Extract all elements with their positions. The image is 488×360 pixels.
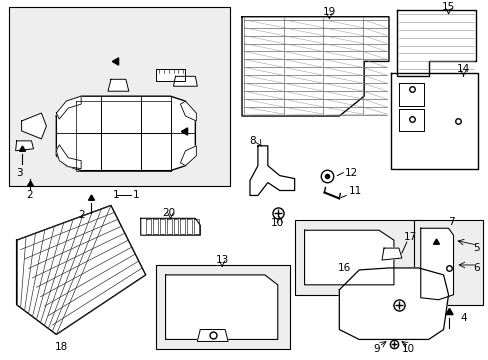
Text: 7: 7: [447, 217, 454, 227]
Polygon shape: [304, 230, 393, 285]
Polygon shape: [339, 268, 447, 339]
Polygon shape: [56, 145, 81, 168]
Text: 6: 6: [472, 263, 479, 273]
Text: 4: 4: [459, 312, 466, 323]
Polygon shape: [16, 141, 34, 151]
Text: 15: 15: [441, 2, 454, 12]
Text: 1: 1: [132, 190, 139, 201]
Polygon shape: [155, 69, 185, 81]
Bar: [413, 220, 482, 305]
Polygon shape: [180, 146, 196, 166]
Polygon shape: [396, 10, 475, 76]
Polygon shape: [173, 76, 197, 86]
Polygon shape: [390, 73, 477, 168]
Polygon shape: [56, 96, 195, 171]
Polygon shape: [17, 206, 145, 334]
Polygon shape: [197, 329, 227, 341]
Text: 19: 19: [322, 7, 335, 17]
Text: 2: 2: [26, 190, 33, 201]
Text: 9: 9: [373, 345, 380, 354]
Text: 10: 10: [271, 218, 284, 228]
Polygon shape: [21, 113, 46, 139]
Text: 1: 1: [112, 190, 119, 201]
Text: 3: 3: [16, 168, 23, 177]
Polygon shape: [381, 248, 401, 260]
Text: 16: 16: [337, 263, 350, 273]
Text: 8: 8: [249, 136, 256, 146]
Polygon shape: [249, 146, 294, 195]
Polygon shape: [108, 79, 128, 91]
Text: 14: 14: [456, 64, 469, 75]
Polygon shape: [180, 101, 196, 121]
Text: 10: 10: [402, 345, 414, 354]
Text: 18: 18: [55, 342, 68, 352]
Text: 17: 17: [404, 232, 417, 242]
Polygon shape: [165, 275, 277, 339]
Polygon shape: [420, 228, 452, 300]
Text: 13: 13: [215, 255, 228, 265]
Text: 20: 20: [162, 208, 175, 219]
Text: 11: 11: [348, 185, 361, 195]
Text: 2: 2: [78, 210, 84, 220]
Bar: [155, 265, 289, 349]
Polygon shape: [56, 96, 81, 119]
Text: 5: 5: [472, 243, 479, 253]
Text: 12: 12: [344, 168, 357, 177]
Polygon shape: [141, 218, 200, 235]
Polygon shape: [242, 17, 388, 116]
Bar: [294, 220, 418, 295]
Bar: [9, 7, 230, 185]
